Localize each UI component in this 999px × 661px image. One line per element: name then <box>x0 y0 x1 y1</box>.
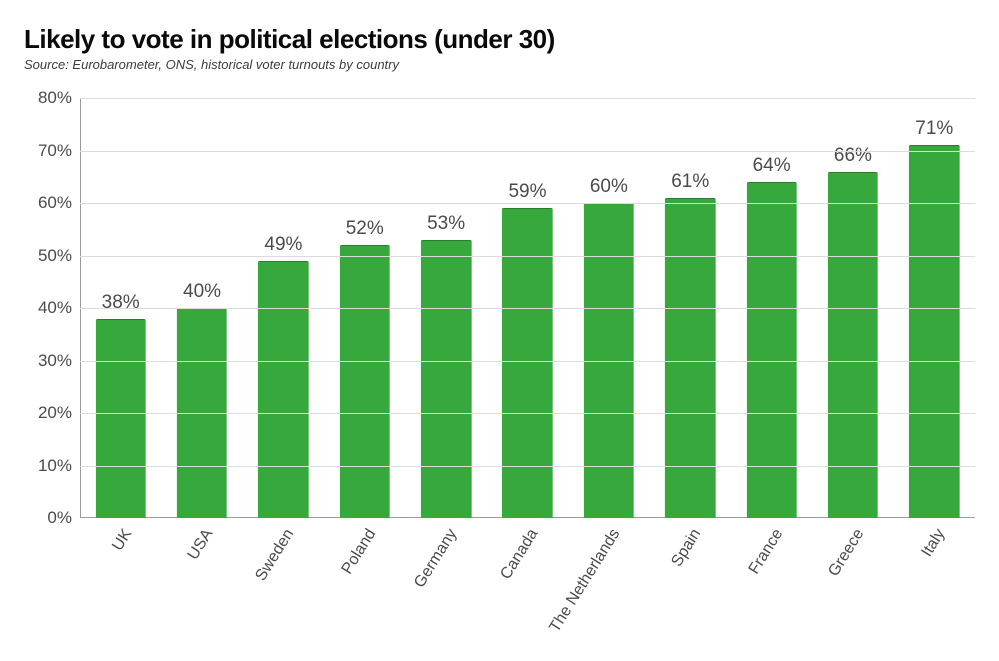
x-tick-label: Poland <box>338 526 380 578</box>
bar: 53% <box>421 240 471 518</box>
y-tick-label: 0% <box>47 508 80 528</box>
bar-value-label: 52% <box>346 218 384 246</box>
y-tick-label: 30% <box>38 351 80 371</box>
bar: 49% <box>258 261 308 518</box>
y-tick-label: 70% <box>38 141 80 161</box>
gridline <box>80 413 975 414</box>
y-tick-label: 60% <box>38 193 80 213</box>
gridline <box>80 151 975 152</box>
bar: 38% <box>95 319 145 519</box>
gridline <box>80 308 975 309</box>
bar: 71% <box>909 145 959 518</box>
gridline <box>80 98 975 99</box>
chart-subtitle: Source: Eurobarometer, ONS, historical v… <box>24 57 975 72</box>
bar: 61% <box>665 198 715 518</box>
plot-area: 38%UK40%USA49%Sweden52%Poland53%Germany5… <box>80 98 975 518</box>
chart-title: Likely to vote in political elections (u… <box>24 24 975 55</box>
bar-value-label: 60% <box>590 176 628 204</box>
y-tick-label: 20% <box>38 403 80 423</box>
x-tick-label: Greece <box>825 526 868 580</box>
bar-value-label: 71% <box>915 118 953 146</box>
gridline <box>80 256 975 257</box>
bar: 64% <box>746 182 796 518</box>
bar-value-label: 64% <box>753 155 791 183</box>
gridline <box>80 466 975 467</box>
x-tick-label: France <box>745 526 787 578</box>
bar-value-label: 38% <box>102 292 140 320</box>
bar-value-label: 53% <box>427 213 465 241</box>
x-tick-label: Sweden <box>253 526 299 585</box>
y-tick-label: 80% <box>38 88 80 108</box>
gridline <box>80 361 975 362</box>
x-tick-label: The Netherlands <box>546 526 624 636</box>
bar-value-label: 59% <box>508 181 546 209</box>
x-tick-label: Italy <box>919 526 950 560</box>
x-tick-label: USA <box>185 526 218 563</box>
y-tick-label: 40% <box>38 298 80 318</box>
bar-value-label: 49% <box>264 234 302 262</box>
x-tick-label: Spain <box>669 526 706 570</box>
bar: 52% <box>340 245 390 518</box>
y-tick-label: 10% <box>38 456 80 476</box>
bar-value-label: 66% <box>834 145 872 173</box>
y-tick-label: 50% <box>38 246 80 266</box>
bar-value-label: 40% <box>183 281 221 309</box>
x-tick-label: UK <box>109 526 136 554</box>
gridline <box>80 203 975 204</box>
chart-container: Likely to vote in political elections (u… <box>0 0 999 661</box>
x-tick-label: Canada <box>498 526 543 583</box>
bar-value-label: 61% <box>671 171 709 199</box>
x-tick-label: Germany <box>411 526 461 591</box>
